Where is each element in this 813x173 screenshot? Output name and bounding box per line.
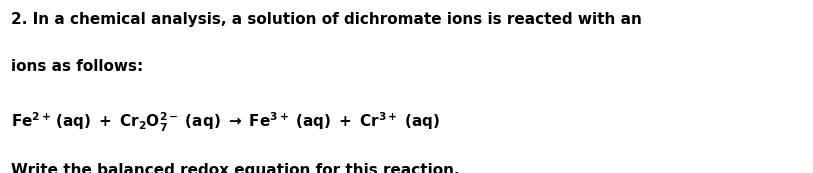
Text: ions as follows:: ions as follows: [11,59,143,74]
Text: 2. In a chemical analysis, a solution of dichromate ions is reacted with an: 2. In a chemical analysis, a solution of… [11,12,646,27]
Text: Write the balanced redox equation for this reaction.: Write the balanced redox equation for th… [11,163,459,173]
Text: $\mathbf{Fe^{2+}}$$\mathbf{\/ (aq) \ + \ Cr_2O_7^{2-} \ (aq) \ \rightarrow \ Fe^: $\mathbf{Fe^{2+}}$$\mathbf{\/ (aq) \ + \… [11,111,440,134]
